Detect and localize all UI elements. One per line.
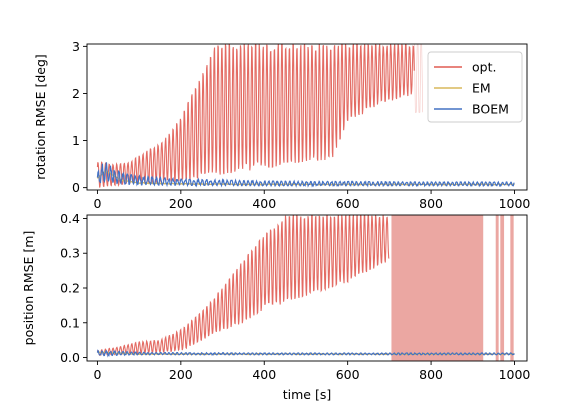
x-tick-label: 800 xyxy=(419,196,443,211)
x-tick-label: 1000 xyxy=(499,367,531,382)
y-tick-label: 0.2 xyxy=(60,281,80,296)
plot-area-1 xyxy=(96,44,515,188)
x-tick-label: 800 xyxy=(419,367,443,382)
panel-2: 0 200 400 600 800 1000 0.0 0.1 0.2 0.3 0.4 position… xyxy=(21,211,530,402)
x-axis-label: time [s] xyxy=(283,387,331,402)
series-BOEM-line xyxy=(96,349,515,358)
y-tick-label: 1 xyxy=(72,133,80,148)
y-axis-label: position RMSE [m] xyxy=(21,231,36,346)
y-tick-label: 0 xyxy=(72,180,80,195)
legend: opt. EM BOEM xyxy=(427,51,523,123)
legend-box xyxy=(427,51,523,123)
x-tick-label: 600 xyxy=(336,196,360,211)
x-tick-label: 400 xyxy=(252,367,276,382)
shaded-region xyxy=(495,215,499,361)
shaded-region xyxy=(510,215,514,361)
series-opt-faint xyxy=(414,44,423,113)
panel-1: 0 200 400 600 800 1000 0 1 2 3 rotation RMSE [deg]… xyxy=(33,39,530,211)
x-tick-label: 0 xyxy=(93,367,101,382)
y-tick-label: 0.1 xyxy=(60,315,80,330)
y-tick-label: 0.3 xyxy=(60,246,80,261)
shaded-region xyxy=(391,215,484,361)
x-tick-label: 1000 xyxy=(499,196,531,211)
series-BOEM-line xyxy=(96,162,515,188)
shaded-region xyxy=(500,215,505,361)
series-opt-line xyxy=(96,215,390,357)
series-opt-line xyxy=(96,44,415,188)
x-tick-label: 400 xyxy=(252,196,276,211)
legend-entry: opt. xyxy=(472,60,496,75)
y-tick-label: 2 xyxy=(72,86,80,101)
x-tick-label: 0 xyxy=(93,196,101,211)
y-tick-label: 0.0 xyxy=(60,350,80,365)
x-tick-label: 200 xyxy=(169,367,193,382)
legend-entry: BOEM xyxy=(472,102,509,117)
y-tick-label: 0.4 xyxy=(60,211,80,226)
y-axis-label: rotation RMSE [deg] xyxy=(33,54,48,180)
y-tick-label: 3 xyxy=(72,39,80,54)
legend-entry: EM xyxy=(472,81,491,96)
x-tick-label: 200 xyxy=(169,196,193,211)
plot-area-2 xyxy=(96,215,515,361)
axes-frame-1 xyxy=(86,43,528,191)
x-tick-label: 600 xyxy=(336,367,360,382)
